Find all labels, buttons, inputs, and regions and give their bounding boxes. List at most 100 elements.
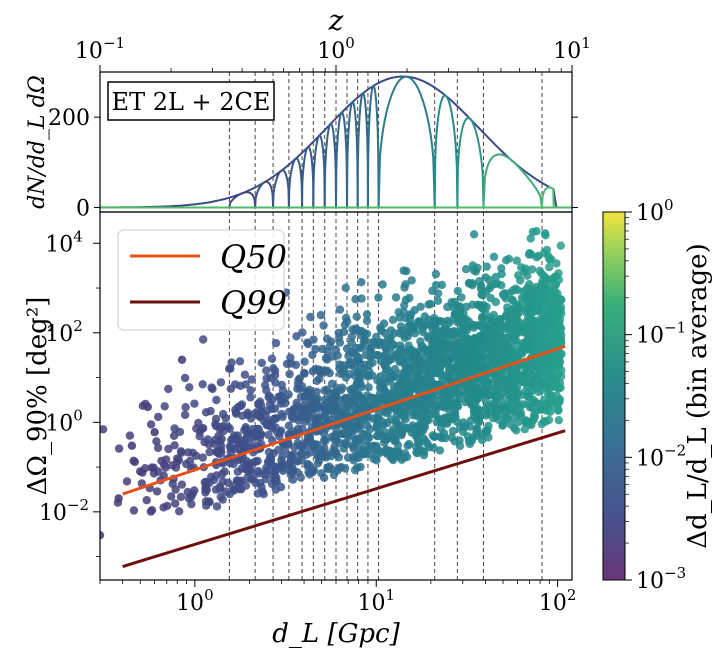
- scatter-point: [235, 357, 245, 366]
- scatter-point: [437, 388, 446, 397]
- scatter-point: [478, 291, 487, 300]
- scatter-point: [451, 341, 460, 350]
- scatter-point: [240, 443, 249, 453]
- scatter-point: [391, 293, 401, 302]
- scatter-point: [471, 399, 480, 408]
- scatter-point: [510, 369, 519, 379]
- scatter-point: [375, 340, 384, 350]
- scatter-point: [400, 359, 409, 369]
- scatter-point: [353, 355, 362, 365]
- colorbar: 10−3 10−2 10−1 100 Δd_L/d_L (bin average): [602, 196, 713, 594]
- scatter-point: [346, 385, 355, 394]
- xtick-label-1: 101: [357, 586, 395, 616]
- scatter-point: [296, 449, 306, 459]
- scatter-point: [507, 396, 516, 405]
- scatter-point: [317, 469, 326, 478]
- scatter-point: [545, 263, 554, 272]
- scatter-point: [327, 452, 336, 461]
- scatter-point: [202, 501, 211, 510]
- legend-q50-label: Q50: [220, 238, 287, 276]
- distribution-panel: 0 200 10−1 100 101 ET 2L + 2CE z dN/dd_L dΩ: [25, 4, 591, 221]
- quantile-line-q50: [122, 344, 566, 496]
- scatter-point: [444, 364, 454, 374]
- scatter-point: [377, 326, 386, 335]
- scatter-point: [262, 386, 271, 395]
- scatter-point: [553, 397, 562, 407]
- scatter-point: [406, 324, 416, 334]
- scatter-point: [177, 480, 187, 489]
- scatter-point: [323, 463, 332, 473]
- scatter-point: [463, 432, 473, 441]
- scatter-point: [497, 264, 506, 273]
- scatter-point: [292, 332, 301, 341]
- scatter-point: [379, 319, 389, 328]
- scatter-point: [246, 386, 255, 395]
- scatter-point: [551, 280, 561, 289]
- scatter-point: [174, 455, 184, 465]
- annotation-text: ET 2L + 2CE: [112, 88, 271, 116]
- scatter-point: [556, 383, 565, 392]
- scatter-point: [540, 229, 550, 238]
- scatter-point: [503, 307, 512, 316]
- scatter-point: [357, 327, 366, 336]
- scatter-point: [254, 466, 263, 476]
- scatter-point: [159, 471, 168, 480]
- scatter-point: [267, 354, 277, 363]
- scatter-point: [464, 349, 473, 358]
- scatter-point: [455, 306, 464, 315]
- scatter-point: [218, 469, 227, 479]
- scatter-point: [257, 482, 266, 492]
- scatter-point: [427, 380, 437, 390]
- scatter-point: [501, 345, 510, 354]
- scatter-point: [175, 507, 184, 516]
- colorbar-ticks: 10−3 10−2 10−1 100: [625, 196, 686, 594]
- scatter-point: [382, 377, 392, 386]
- scatter-point: [180, 410, 190, 420]
- scatter-point: [527, 265, 537, 274]
- scatter-point: [393, 420, 403, 429]
- top-y-ticks: 0 200: [48, 106, 578, 221]
- scatter-point: [457, 293, 466, 302]
- scatter-point: [159, 460, 169, 470]
- scatter-point: [497, 375, 507, 385]
- scatter-point: [394, 348, 403, 357]
- scatter-point: [497, 338, 507, 348]
- scatter-point: [373, 445, 382, 454]
- scatter-point: [406, 311, 415, 320]
- scatter-point: [209, 475, 219, 485]
- scatter-point: [469, 230, 479, 239]
- z-axis-label: z: [328, 4, 344, 37]
- legend-q99-label: Q99: [220, 284, 287, 322]
- scatter-point: [221, 414, 230, 423]
- scatter-point: [539, 371, 549, 380]
- scatter-point: [316, 310, 326, 320]
- scatter-point: [534, 358, 543, 367]
- scatter-point: [364, 383, 373, 392]
- scatter-point: [296, 392, 306, 401]
- scatter-point: [354, 393, 363, 402]
- scatter-point: [537, 379, 546, 388]
- bin-curve-10: [366, 84, 380, 208]
- scatter-point: [453, 286, 462, 296]
- scatter-point: [411, 360, 421, 369]
- scatter-point: [345, 369, 354, 379]
- scatter-point: [170, 441, 179, 450]
- scatter-point: [235, 436, 244, 445]
- scatter-point: [501, 324, 511, 334]
- scatter-point: [432, 417, 442, 427]
- scatter-point: [305, 434, 314, 443]
- quantile-lines: [122, 344, 566, 568]
- bin-curve-4: [301, 145, 315, 208]
- scatter-point: [412, 349, 422, 359]
- cb-tick-label-1: 10−2: [636, 441, 686, 471]
- scatter-point: [442, 419, 452, 428]
- scatter-point: [508, 295, 517, 305]
- scatter-point: [468, 383, 477, 392]
- scatter-point: [347, 398, 356, 407]
- scatter-point: [164, 444, 173, 454]
- scatter-point: [185, 383, 194, 392]
- scatter-point: [487, 352, 497, 362]
- scatter-point: [386, 432, 395, 442]
- scatter-point: [400, 301, 409, 310]
- scatter-point: [348, 325, 357, 334]
